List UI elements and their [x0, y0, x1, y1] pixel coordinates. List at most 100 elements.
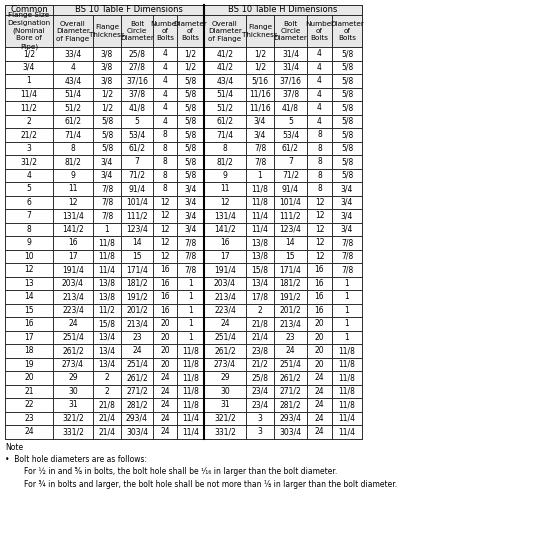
Text: 251/4: 251/4: [62, 333, 84, 342]
Bar: [246, 61, 274, 74]
Bar: [93, 101, 121, 115]
Bar: [246, 196, 274, 209]
Text: 3: 3: [257, 414, 262, 423]
Text: 7/8: 7/8: [185, 265, 197, 274]
Bar: [332, 290, 362, 303]
Text: 213/4: 213/4: [126, 319, 148, 328]
Text: 24: 24: [315, 400, 325, 409]
Text: 31/2: 31/2: [20, 157, 37, 166]
Bar: [153, 182, 177, 196]
Bar: [93, 303, 121, 317]
Text: 51/2: 51/2: [217, 103, 234, 112]
Bar: [332, 398, 362, 411]
Text: 11: 11: [68, 184, 78, 193]
Bar: [246, 290, 274, 303]
Bar: [53, 141, 93, 155]
Bar: [153, 15, 177, 47]
Bar: [307, 411, 332, 425]
Bar: [93, 398, 121, 411]
Text: 15: 15: [24, 306, 34, 315]
Bar: [5, 182, 53, 196]
Bar: [121, 411, 153, 425]
Text: 213/4: 213/4: [62, 292, 84, 301]
Text: 191/4: 191/4: [214, 265, 236, 274]
Text: 1: 1: [188, 319, 193, 328]
Text: 3/8: 3/8: [101, 63, 113, 72]
Text: 181/2: 181/2: [126, 279, 148, 288]
Text: 91/4: 91/4: [128, 184, 145, 193]
Bar: [246, 47, 274, 61]
Text: 11/8: 11/8: [99, 252, 116, 261]
Bar: [93, 74, 121, 87]
Text: 3/4: 3/4: [101, 171, 113, 180]
Text: 1: 1: [26, 76, 31, 85]
Bar: [274, 128, 307, 141]
Text: 5/8: 5/8: [101, 117, 113, 126]
Text: 7/8: 7/8: [101, 198, 113, 207]
Text: 281/2: 281/2: [126, 400, 148, 409]
Bar: [274, 182, 307, 196]
Bar: [121, 290, 153, 303]
Text: 31: 31: [220, 400, 230, 409]
Bar: [153, 277, 177, 290]
Text: 123/4: 123/4: [279, 225, 301, 234]
Text: 71/2: 71/2: [128, 171, 145, 180]
Text: 16: 16: [160, 292, 170, 301]
Text: 11/16: 11/16: [249, 90, 271, 99]
Bar: [93, 155, 121, 168]
Text: 21/4: 21/4: [99, 414, 116, 423]
Bar: [332, 182, 362, 196]
Bar: [177, 358, 204, 371]
Text: 23: 23: [285, 333, 295, 342]
Text: 12: 12: [315, 238, 324, 247]
Text: 271/2: 271/2: [279, 387, 301, 395]
Bar: [204, 411, 246, 425]
Bar: [121, 263, 153, 277]
Text: 251/4: 251/4: [214, 333, 236, 342]
Text: Flange
Thickness: Flange Thickness: [242, 24, 278, 38]
Bar: [332, 277, 362, 290]
Text: 8: 8: [317, 130, 322, 139]
Bar: [53, 303, 93, 317]
Bar: [53, 155, 93, 168]
Bar: [246, 222, 274, 236]
Bar: [53, 398, 93, 411]
Bar: [332, 141, 362, 155]
Text: 3/4: 3/4: [185, 198, 197, 207]
Text: Flange
Thickness: Flange Thickness: [89, 24, 125, 38]
Text: 201/2: 201/2: [279, 306, 301, 315]
Text: 2: 2: [26, 117, 31, 126]
Bar: [93, 317, 121, 330]
Text: 16: 16: [220, 238, 230, 247]
Text: 1: 1: [344, 279, 349, 288]
Text: 11/8: 11/8: [182, 360, 199, 369]
Bar: [246, 87, 274, 101]
Text: 101/4: 101/4: [279, 198, 301, 207]
Bar: [246, 209, 274, 222]
Bar: [274, 303, 307, 317]
Bar: [204, 155, 246, 168]
Bar: [204, 249, 246, 263]
Text: 2: 2: [105, 387, 110, 395]
Bar: [274, 290, 307, 303]
Text: 16: 16: [24, 319, 34, 328]
Bar: [204, 344, 246, 358]
Text: 11/8: 11/8: [338, 387, 355, 395]
Bar: [274, 209, 307, 222]
Bar: [53, 87, 93, 101]
Bar: [93, 61, 121, 74]
Bar: [93, 330, 121, 344]
Text: 7: 7: [134, 157, 139, 166]
Bar: [5, 5, 53, 15]
Bar: [121, 61, 153, 74]
Bar: [307, 236, 332, 249]
Bar: [332, 317, 362, 330]
Bar: [274, 263, 307, 277]
Text: 5/8: 5/8: [185, 117, 197, 126]
Text: 7/8: 7/8: [254, 157, 266, 166]
Text: 12: 12: [315, 198, 324, 207]
Bar: [307, 398, 332, 411]
Bar: [204, 222, 246, 236]
Bar: [53, 249, 93, 263]
Text: BS 10 Table F Dimensions: BS 10 Table F Dimensions: [74, 5, 182, 14]
